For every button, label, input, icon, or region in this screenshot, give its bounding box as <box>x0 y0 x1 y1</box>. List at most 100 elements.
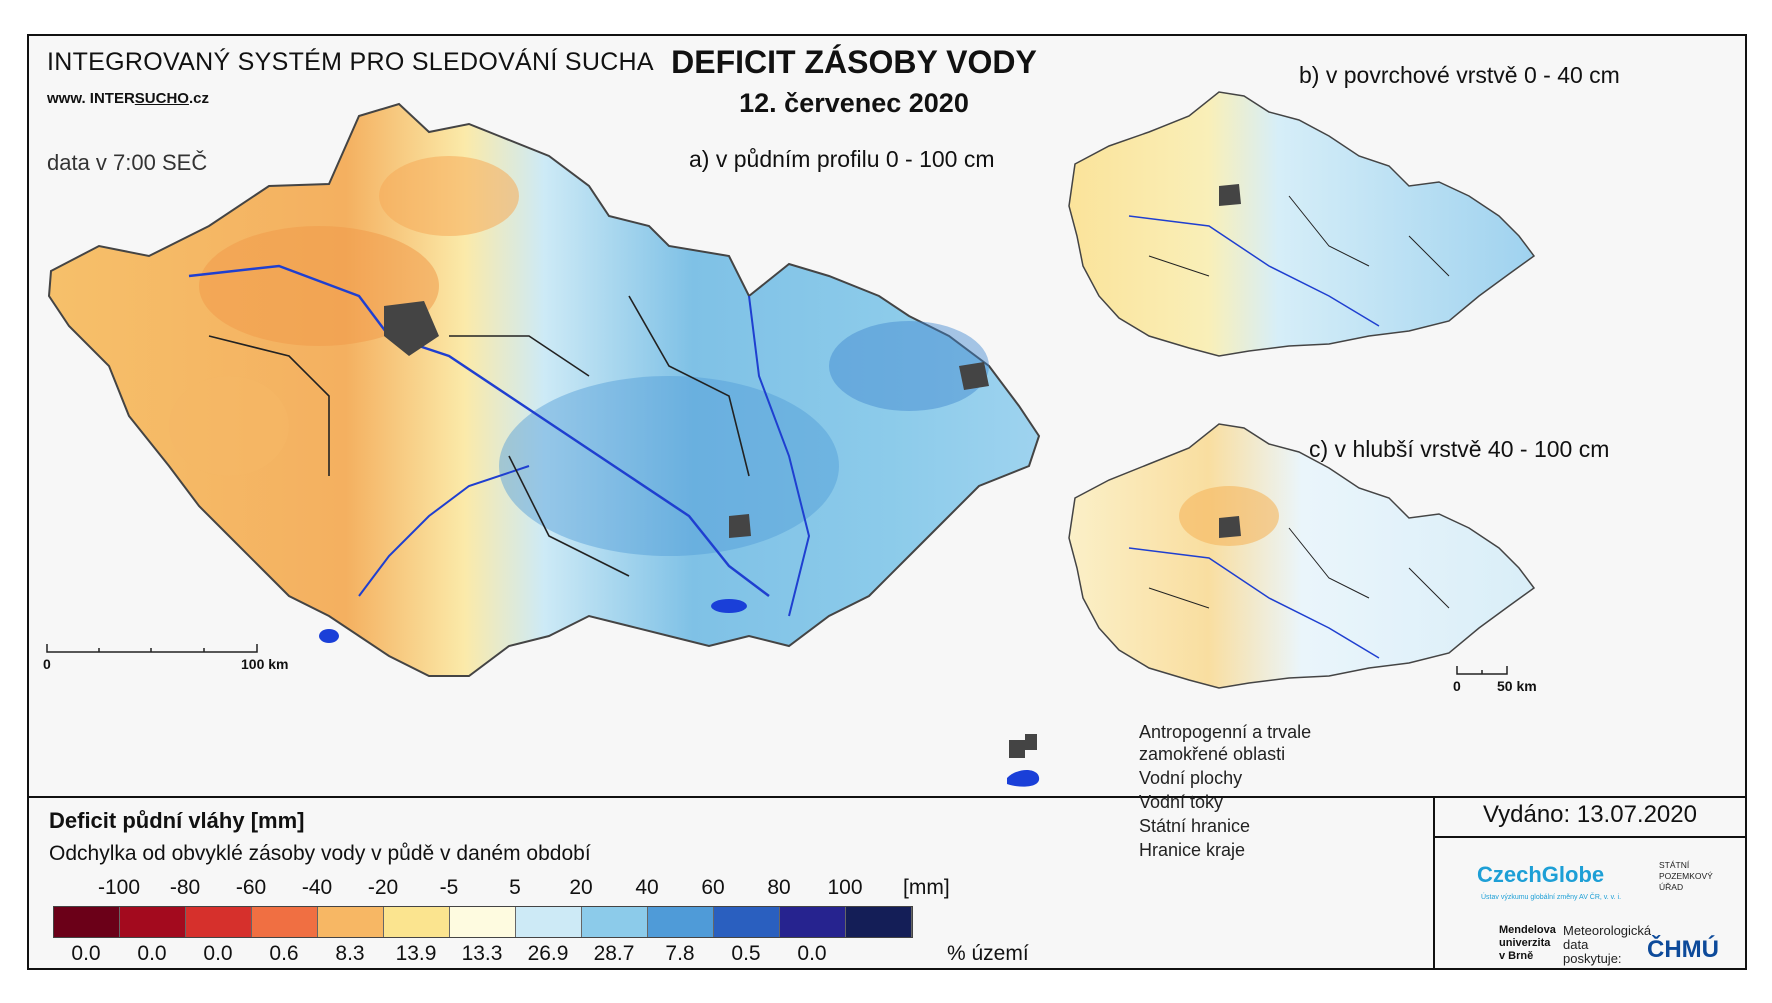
mendel-line-1: Mendelova <box>1499 924 1556 936</box>
legend-pct-label: % území <box>947 942 1029 965</box>
legend-tick-label: -40 <box>301 876 333 899</box>
legend-percentage: 0.0 <box>797 942 827 965</box>
main-map-river-south <box>358 465 530 597</box>
map-b-river <box>1128 215 1380 327</box>
main-map-urban-prague <box>384 301 439 356</box>
legend-color-bin <box>582 907 648 937</box>
legend-percentage: 7.8 <box>665 942 695 965</box>
legend-tick-label: -80 <box>169 876 201 899</box>
spu-line-1: STÁTNÍ <box>1659 860 1690 870</box>
legend-percentage: 8.3 <box>335 942 365 965</box>
symbol-streams: Vodní toky <box>1139 792 1224 812</box>
spu-line-2: POZEMKOVÝ <box>1659 871 1713 881</box>
meteo-line-3: poskytuje: <box>1563 951 1622 966</box>
main-map-river <box>188 264 770 597</box>
legend-tick-label: -5 <box>439 876 459 899</box>
map-b-region-borders <box>1148 195 1450 277</box>
main-map-dry-zone-north <box>379 156 519 236</box>
main-map-label: a) v půdním profilu 0 - 100 cm <box>689 146 995 172</box>
map-b <box>1068 91 1536 357</box>
mendel-line-3: v Brně <box>1499 950 1534 962</box>
chmu-logo-text: ČHMÚ <box>1647 936 1719 963</box>
czechglobe-logo-text: CzechGlobe <box>1477 862 1605 887</box>
legend-subtitle: Odchylka od obvyklé zásoby vody v půdě v… <box>49 842 591 865</box>
legend-percentages: 0.0 0.0 0.0 0.6 8.3 13.9 13.3 26.9 28.7 7.8 0.5 0.0 <box>29 942 989 968</box>
legend-tick-label: 60 <box>701 876 725 899</box>
small-scale-bar <box>1456 666 1508 675</box>
main-map-urban-ostrava <box>959 362 989 390</box>
meteo-data-text: Meteorologická data poskytuje: <box>1563 924 1651 966</box>
main-map-wet-zone <box>499 376 839 556</box>
main-map <box>47 102 1041 677</box>
main-map-urban-brno <box>729 514 751 538</box>
spu-logo-text: STÁTNÍ POZEMKOVÝ ÚŘAD <box>1659 860 1713 893</box>
small-scale-end: 50 km <box>1497 678 1537 694</box>
map-c-dry-zone <box>1179 486 1279 546</box>
main-map-water-body-lipno <box>319 629 339 643</box>
legend-tick-label: 80 <box>767 876 791 899</box>
legend-percentage: 28.7 <box>593 942 635 965</box>
legend-tick-label: -20 <box>367 876 399 899</box>
main-scale-start: 0 <box>43 656 51 672</box>
map-area: INTEGROVANÝ SYSTÉM PRO SLEDOVÁNÍ SUCHA w… <box>29 36 1745 796</box>
legend-color-bin <box>648 907 714 937</box>
maps-svg <box>46 91 1536 787</box>
mendel-line-2: univerzita <box>1499 937 1551 949</box>
small-scale-start: 0 <box>1453 678 1461 694</box>
legend-color-bin <box>714 907 780 937</box>
anthropogenic-area-icon <box>1009 734 1037 758</box>
map-b-territory <box>1068 91 1536 357</box>
legend-color-bar <box>53 906 913 938</box>
symbol-region-border: Hranice kraje <box>1139 840 1246 860</box>
legend-color-bin <box>780 907 846 937</box>
footer-divider <box>1433 798 1435 970</box>
main-scale-end: 100 km <box>241 656 289 672</box>
main-map-water-body <box>711 599 747 613</box>
main-map-wet-zone-east <box>829 321 989 411</box>
main-map-dry-zone <box>199 226 439 346</box>
mendel-logo-text: Mendelova univerzita v Brně <box>1499 924 1556 963</box>
meteo-line-2: data <box>1563 937 1589 952</box>
legend-ticks: -100 -80 -60 -40 -20 -5 5 20 40 60 80 100 <box>29 876 969 902</box>
legend-percentage: 0.0 <box>137 942 167 965</box>
legend-tick-label: -60 <box>235 876 267 899</box>
legend-color-bin <box>450 907 516 937</box>
water-body-icon <box>1007 769 1040 787</box>
map-title: DEFICIT ZÁSOBY VODY <box>671 44 1037 80</box>
map-c-label: c) v hlubší vrstvě 40 - 100 cm <box>1309 436 1610 462</box>
symbol-icons <box>1007 734 1040 787</box>
main-map-dry-zone-west <box>169 376 289 476</box>
legend-percentage: 0.6 <box>269 942 299 965</box>
website-link[interactable]: www. INTERSUCHO.cz <box>47 90 209 107</box>
main-map-river-east <box>748 295 811 617</box>
map-date: 12. červenec 2020 <box>739 88 969 118</box>
map-b-label: b) v povrchové vrstvě 0 - 40 cm <box>1299 62 1620 88</box>
data-time: data v 7:00 SEČ <box>47 150 208 175</box>
spu-line-3: ÚŘAD <box>1659 882 1684 892</box>
legend-title: Deficit půdní vláhy [mm] <box>49 808 305 833</box>
legend-color-bin <box>846 907 912 937</box>
legend-color-bin <box>516 907 582 937</box>
legend-color-bin <box>54 907 120 937</box>
czechglobe-logo-subtext: Ústav výzkumu globální změny AV ČR, v. v… <box>1481 894 1622 901</box>
legend-tick-label: -100 <box>97 876 141 899</box>
website-prefix: www. INTER <box>47 90 135 107</box>
issued-divider <box>1435 836 1745 838</box>
legend-percentage: 13.3 <box>461 942 503 965</box>
map-b-urban <box>1219 184 1241 206</box>
legend-color-bin <box>120 907 186 937</box>
legend-percentage: 26.9 <box>527 942 569 965</box>
main-scale-bar <box>46 644 258 653</box>
legend-tick-label: 100 <box>827 876 863 899</box>
meteo-line-1: Meteorologická <box>1563 923 1652 938</box>
legend-divider <box>29 796 1745 798</box>
website-suffix: .cz <box>188 90 209 107</box>
legend-color-bin <box>252 907 318 937</box>
legend-tick-label: 5 <box>509 876 521 899</box>
legend-percentage: 13.9 <box>395 942 437 965</box>
legend-color-bin <box>384 907 450 937</box>
map-c-territory <box>1068 423 1536 689</box>
legend-tick-label: 40 <box>635 876 659 899</box>
system-name: INTEGROVANÝ SYSTÉM PRO SLEDOVÁNÍ SUCHA <box>47 48 654 76</box>
map-c-river <box>1128 547 1380 659</box>
